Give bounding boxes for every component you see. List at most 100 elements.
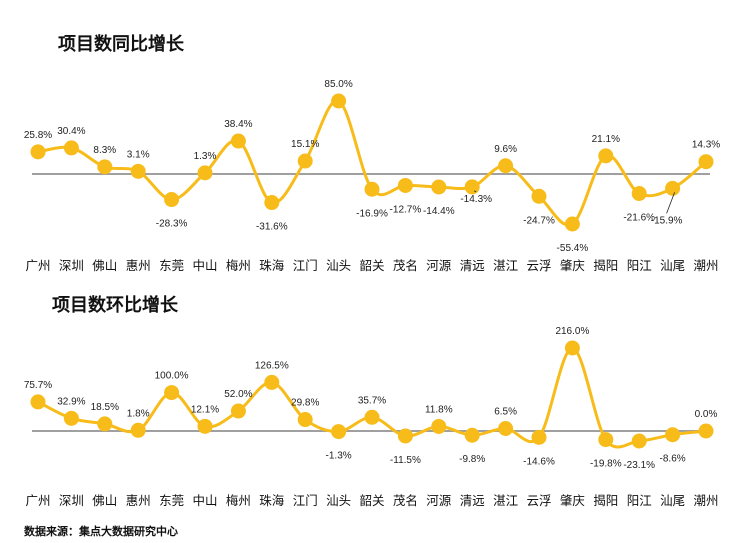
data-point — [598, 148, 614, 164]
category-label: 韶关 — [359, 493, 384, 508]
category-label: 韶关 — [359, 258, 384, 273]
data-point — [531, 429, 547, 445]
data-label: 8.3% — [93, 145, 116, 156]
data-point — [197, 165, 213, 181]
data-label: 11.8% — [425, 404, 453, 415]
category-label: 云浮 — [526, 258, 551, 273]
data-point — [464, 427, 480, 443]
data-label: 216.0% — [555, 326, 589, 337]
category-label: 梅州 — [226, 258, 251, 273]
category-label: 潮州 — [693, 258, 718, 273]
data-point — [698, 154, 714, 170]
category-label: 河源 — [426, 258, 452, 273]
source-note: 数据来源：集点大数据研究中心 — [24, 524, 178, 538]
category-label: 广州 — [25, 493, 50, 508]
data-point — [431, 418, 447, 434]
data-point — [598, 432, 614, 448]
label-leader-line — [666, 192, 675, 214]
data-label: 100.0% — [155, 371, 189, 382]
category-label: 潮州 — [693, 493, 718, 508]
category-label: 湛江 — [493, 258, 518, 273]
data-point — [397, 177, 413, 193]
data-point — [631, 185, 647, 201]
data-label: 12.1% — [191, 404, 219, 415]
data-label: 3.1% — [127, 149, 150, 160]
category-label: 江门 — [293, 493, 318, 508]
data-point — [230, 403, 246, 419]
category-label: 惠州 — [126, 258, 151, 273]
data-label: 14.3% — [692, 140, 720, 151]
data-point — [498, 421, 514, 437]
data-point — [364, 409, 380, 425]
data-label: 25.8% — [24, 130, 52, 141]
category-label: 肇庆 — [560, 258, 586, 273]
data-point — [631, 433, 647, 449]
category-label: 汕头 — [326, 493, 351, 508]
category-label: 阳江 — [627, 493, 652, 508]
data-label: -24.7% — [523, 215, 555, 226]
data-point — [665, 180, 681, 196]
data-label: -55.4% — [557, 243, 589, 254]
data-label: -9.8% — [459, 454, 485, 465]
data-label: 52.0% — [224, 389, 252, 400]
data-point — [30, 144, 46, 160]
category-label: 珠海 — [259, 493, 285, 508]
data-label: -12.7% — [390, 204, 422, 215]
data-point — [331, 424, 347, 440]
category-label: 广州 — [25, 258, 50, 273]
category-label: 梅州 — [226, 493, 251, 508]
category-label: 珠海 — [259, 258, 285, 273]
data-label: 32.9% — [57, 396, 85, 407]
category-label: 佛山 — [92, 258, 117, 273]
data-point — [130, 163, 146, 179]
data-point — [297, 412, 313, 428]
data-label: -15.9% — [651, 215, 683, 226]
data-label: 18.5% — [91, 402, 119, 413]
data-label: 38.4% — [224, 119, 252, 130]
data-label: -23.1% — [623, 460, 655, 471]
category-label: 湛江 — [493, 493, 518, 508]
category-label: 揭阳 — [593, 258, 618, 273]
category-label: 汕头 — [326, 258, 351, 273]
chart-title: 项目数同比增长 — [58, 33, 185, 55]
data-point — [130, 422, 146, 438]
data-point — [97, 416, 113, 432]
data-point — [665, 427, 681, 443]
data-point — [531, 188, 547, 204]
data-point — [431, 179, 447, 195]
chart-title: 项目数环比增长 — [52, 294, 179, 316]
data-point — [297, 153, 313, 169]
data-label: 0.0% — [695, 409, 718, 420]
data-label: 35.7% — [358, 395, 386, 406]
data-label: -11.5% — [390, 455, 421, 466]
data-point — [564, 340, 580, 356]
data-label: -21.6% — [623, 212, 655, 223]
data-label: -31.6% — [256, 222, 288, 233]
category-label: 揭阳 — [593, 493, 618, 508]
data-point — [698, 423, 714, 439]
data-point — [97, 159, 113, 175]
category-label: 清远 — [460, 258, 486, 273]
data-point — [30, 394, 46, 410]
category-label: 东莞 — [159, 493, 184, 508]
data-point — [264, 374, 280, 390]
data-label: 6.5% — [494, 407, 517, 418]
data-label: 9.6% — [494, 144, 517, 155]
data-point — [164, 192, 180, 208]
category-label: 中山 — [192, 258, 217, 273]
data-label: 85.0% — [324, 79, 352, 90]
data-label: 30.4% — [57, 126, 85, 137]
data-label: -28.3% — [156, 219, 188, 230]
yoy-growth-chart: 项目数同比增长 25.8% 广州 30.4% 深圳 8.3% 佛山 3.1% 惠州 -28.3% 东… — [24, 33, 720, 273]
data-label: -8.6% — [660, 454, 686, 465]
data-point — [564, 216, 580, 232]
category-label: 佛山 — [92, 493, 117, 508]
data-point — [264, 195, 280, 211]
data-point — [397, 428, 413, 444]
category-label: 惠州 — [126, 493, 151, 508]
data-point — [230, 133, 246, 149]
data-label: 1.3% — [194, 151, 217, 162]
category-label: 深圳 — [59, 258, 84, 273]
data-label: 21.1% — [592, 134, 620, 145]
